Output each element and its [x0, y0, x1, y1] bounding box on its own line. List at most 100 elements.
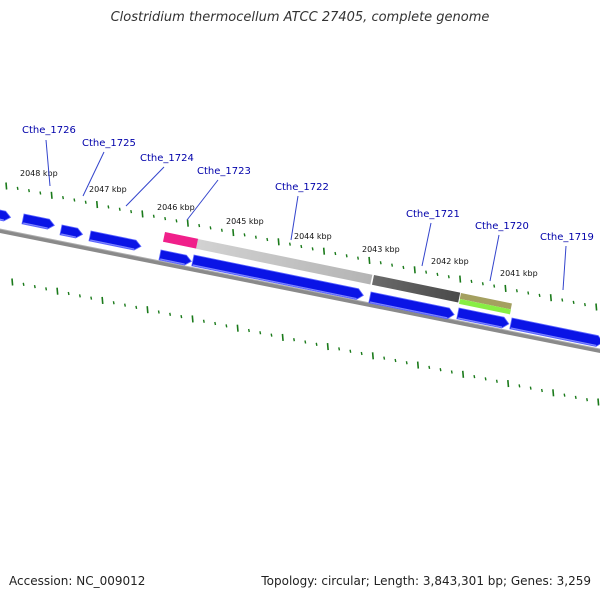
lower-ruler-tick	[597, 398, 600, 406]
upper-ruler-tick	[527, 291, 530, 295]
gene-label: Cthe_1719	[540, 232, 594, 243]
upper-ruler-tick	[152, 214, 155, 218]
upper-ruler-tick	[288, 242, 291, 246]
gene-arrow	[158, 249, 192, 266]
upper-ruler-tick	[379, 261, 382, 265]
upper-ruler-tick	[186, 219, 189, 227]
gene-arrow-edge	[90, 239, 135, 250]
lower-ruler-tick	[552, 389, 555, 397]
gene-leader-line	[186, 179, 219, 221]
upper-ruler-tick	[16, 186, 19, 190]
gene-label: Cthe_1723	[197, 166, 251, 177]
lower-ruler-tick	[45, 287, 48, 291]
feature-band-gap	[163, 243, 198, 252]
lower-ruler-tick	[22, 282, 25, 286]
upper-ruler-tick	[515, 289, 518, 293]
kbp-label: 2044 kbp	[294, 232, 332, 241]
lower-ruler-tick	[157, 310, 160, 314]
upper-ruler-tick	[425, 270, 428, 274]
gene-arrow-shape	[456, 307, 510, 329]
upper-ruler-tick	[220, 228, 223, 232]
lower-ruler-tick	[78, 294, 81, 298]
gene-label: Cthe_1721	[406, 209, 460, 220]
kbp-label: 2041 kbp	[500, 269, 538, 278]
feature-band-lime	[458, 299, 511, 315]
upper-ruler-tick	[402, 265, 405, 270]
upper-ruler-tick	[357, 256, 360, 260]
upper-ruler-tick	[28, 189, 30, 193]
lower-ruler-tick	[214, 321, 217, 326]
lower-ruler-tick	[169, 312, 172, 316]
kbp-label: 2048 kbp	[20, 169, 58, 178]
upper-ruler-tick	[447, 275, 450, 279]
kbp-label: 2047 kbp	[89, 185, 127, 194]
lower-ruler-tick	[281, 333, 284, 341]
feature-band-shape	[162, 232, 199, 249]
lower-ruler-tick	[90, 296, 93, 300]
gene-label: Cthe_1726	[22, 125, 76, 136]
lower-ruler-tick	[225, 324, 228, 328]
upper-ruler-tick	[141, 210, 144, 218]
lower-ruler-tick	[586, 398, 589, 402]
upper-ruler-tick	[73, 198, 76, 202]
gene-leader-line	[45, 139, 51, 187]
gene-leader-line	[82, 151, 105, 197]
gene-leader-line	[125, 166, 165, 207]
upper-ruler-tick	[391, 263, 394, 267]
upper-ruler-tick	[436, 272, 439, 277]
lower-ruler-tick	[315, 342, 318, 346]
upper-ruler-tick	[5, 182, 8, 190]
upper-ruler-tick	[493, 284, 496, 288]
gene-arrow	[509, 317, 600, 347]
lower-ruler-tick	[473, 374, 476, 379]
feature-layer	[162, 232, 512, 315]
lower-ruler-tick	[428, 365, 431, 370]
gene-arrow	[456, 307, 510, 329]
upper-ruler-tick	[107, 205, 110, 209]
gene-arrow-edge	[457, 317, 503, 328]
lower-ruler-tick	[450, 370, 453, 374]
upper-ruler-tick	[277, 238, 280, 246]
upper-ruler-tick	[549, 294, 553, 302]
backbone-line	[0, 228, 600, 354]
lower-ruler-tick	[56, 287, 59, 295]
gene-arrow	[368, 291, 455, 320]
upper-ruler-tick	[254, 235, 257, 239]
lower-ruler-tick	[360, 351, 363, 356]
gene-label: Cthe_1722	[275, 182, 329, 193]
upper-ruler-tick	[164, 216, 167, 221]
gene-arrow-edge	[0, 216, 4, 221]
gene-arrow-shape	[21, 213, 55, 230]
backbone-highlight	[0, 228, 600, 350]
upper-ruler-tick	[232, 228, 235, 237]
lower-ruler-tick	[135, 305, 138, 310]
lower-ruler-tick	[439, 368, 442, 372]
upper-ruler-tick	[345, 254, 348, 258]
upper-ruler-tick	[322, 247, 326, 255]
gene-leader-line	[290, 195, 299, 241]
gene-arrow	[21, 213, 55, 230]
gene-leader-line	[489, 234, 500, 282]
upper-ruler-tick	[62, 195, 65, 200]
upper-ruler-tick	[266, 237, 269, 242]
upper-ruler-tick	[413, 266, 416, 274]
accession-text: Accession: NC_009012	[9, 574, 146, 588]
upper-ruler-tick	[481, 282, 484, 286]
label-layer: 2048 kbp 2047 kbp 2046 kbp 2045 kbp 2044 kbp…	[20, 125, 594, 291]
gene-arrow-shape	[509, 317, 600, 347]
backbone-layer	[0, 228, 600, 354]
map-title: Clostridium thermocellum ATCC 27405, com…	[110, 10, 490, 25]
lower-ruler-tick	[540, 388, 543, 393]
upper-ruler-tick	[209, 226, 212, 230]
lower-ruler-tick	[484, 377, 487, 381]
gene-arrow-edge	[369, 301, 448, 319]
upper-ruler-tick	[572, 300, 575, 304]
gene-leader-line	[562, 245, 567, 291]
kbp-label: 2042 kbp	[431, 257, 469, 266]
gene-arrow-shape	[0, 207, 12, 222]
lower-ruler-tick	[529, 386, 532, 390]
lower-ruler-tick	[191, 315, 194, 323]
gene-arrow-shape	[158, 249, 192, 266]
gene-arrow	[59, 224, 84, 239]
lower-ruler-tick	[202, 319, 205, 323]
